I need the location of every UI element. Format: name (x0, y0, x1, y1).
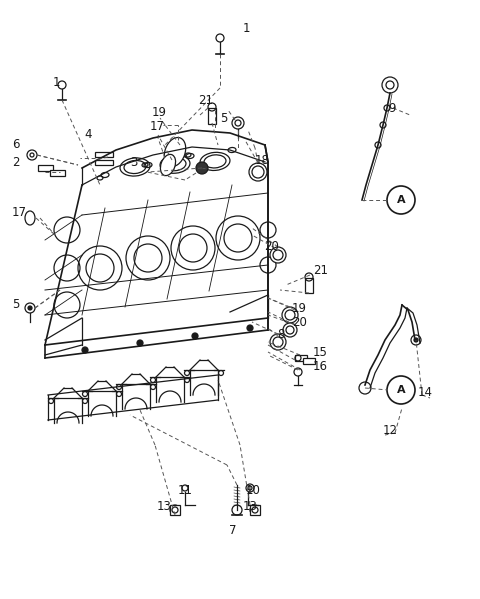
Text: 1: 1 (53, 75, 60, 89)
Text: 7: 7 (229, 524, 237, 537)
Circle shape (192, 333, 198, 339)
Text: 19: 19 (292, 301, 307, 314)
Text: 21: 21 (313, 264, 328, 277)
Circle shape (283, 323, 297, 337)
Circle shape (249, 163, 267, 181)
Circle shape (282, 307, 298, 323)
Text: 11: 11 (178, 483, 193, 497)
Bar (95, 152, 113, 157)
Text: A: A (396, 385, 405, 395)
Bar (50, 170, 65, 176)
Text: 10: 10 (246, 483, 261, 497)
Circle shape (384, 105, 390, 111)
Bar (303, 358, 315, 364)
Text: 12: 12 (383, 423, 398, 437)
Circle shape (270, 334, 286, 350)
Bar (250, 505, 260, 515)
Text: A: A (396, 195, 405, 205)
Circle shape (58, 81, 66, 89)
Text: 20: 20 (264, 241, 279, 253)
Text: 13: 13 (157, 501, 172, 513)
Bar (170, 505, 180, 515)
Text: 15: 15 (313, 346, 328, 358)
Circle shape (270, 247, 286, 263)
Circle shape (414, 338, 418, 342)
Text: 1: 1 (243, 22, 251, 35)
Bar (95, 160, 113, 165)
Circle shape (375, 142, 381, 148)
Text: 13: 13 (243, 501, 258, 513)
Bar (208, 108, 216, 124)
Text: 5: 5 (12, 298, 19, 311)
Text: 16: 16 (313, 361, 328, 374)
Circle shape (380, 122, 386, 128)
Text: 9: 9 (388, 101, 396, 114)
Text: 8: 8 (277, 328, 284, 341)
Circle shape (28, 306, 32, 310)
Text: 17: 17 (150, 120, 165, 134)
Bar (305, 278, 313, 293)
Ellipse shape (164, 138, 186, 167)
Text: 18: 18 (255, 155, 270, 168)
Text: 3: 3 (130, 156, 137, 168)
Circle shape (216, 34, 224, 42)
Circle shape (82, 347, 88, 353)
Text: 6: 6 (12, 138, 20, 152)
Bar (38, 165, 53, 171)
Text: 17: 17 (12, 207, 27, 219)
Circle shape (196, 162, 208, 174)
Text: 2: 2 (12, 156, 20, 168)
Ellipse shape (25, 211, 35, 225)
Text: 5: 5 (220, 111, 228, 125)
Bar (295, 355, 307, 361)
Ellipse shape (160, 155, 176, 176)
Text: 19: 19 (152, 107, 167, 119)
Text: 21: 21 (198, 93, 213, 107)
Text: 20: 20 (292, 316, 307, 328)
Text: 4: 4 (84, 129, 92, 141)
Circle shape (137, 340, 143, 346)
Text: 14: 14 (418, 386, 433, 398)
Circle shape (247, 325, 253, 331)
